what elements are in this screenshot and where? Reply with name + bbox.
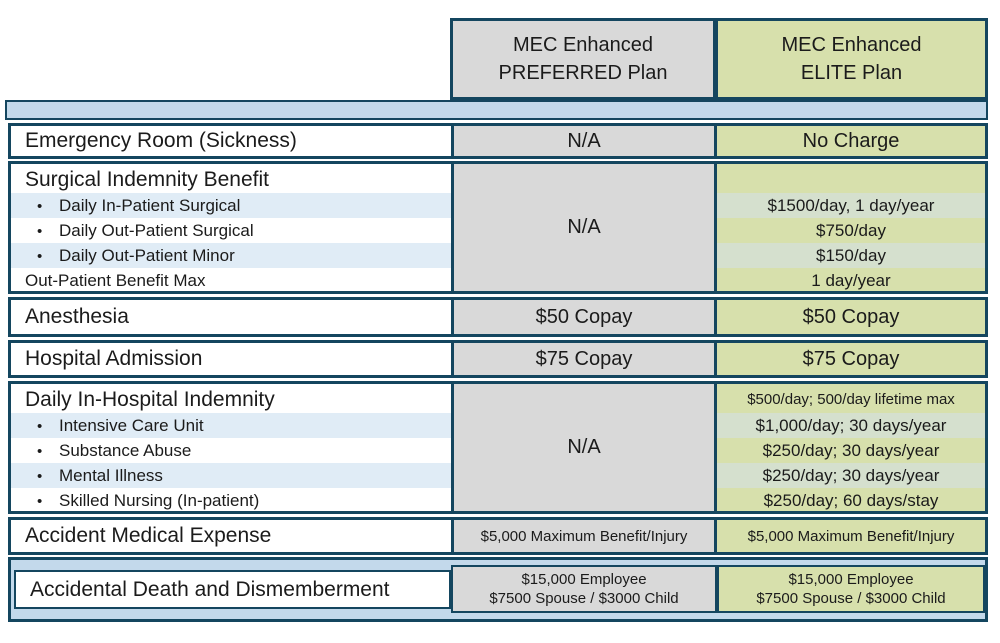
row-in-hospital-indemnity: Daily In-Hospital Indemnity Intensive Ca… [8,381,988,514]
preferred-value: N/A [451,384,717,511]
benefit-label: Accident Medical Expense [25,524,272,547]
benefit-sub-item: Skilled Nursing (In-patient) [11,488,451,513]
benefit-sub-item: Intensive Care Unit [11,413,451,438]
row-accident-medical-expense: Accident Medical Expense $5,000 Maximum … [8,517,988,555]
elite-value: $250/day; 60 days/stay [763,491,939,510]
elite-value: $1,000/day; 30 days/year [717,413,985,438]
elite-value-line2: $7500 Spouse / $3000 Child [756,590,946,607]
benefit-sub-item: Daily In-Patient Surgical [11,193,451,218]
preferred-value: $50 Copay [451,300,717,334]
elite-value-group: $500/day; 500/day lifetime max $1,000/da… [717,384,985,511]
elite-value: $1500/day, 1 day/year [717,193,985,218]
benefit-label-group: Surgical Indemnity Benefit Daily In-Pati… [11,164,451,291]
preferred-value-group: $15,000 Employee $7500 Spouse / $3000 Ch… [451,565,717,613]
elite-plan-name-line2: ELITE Plan [800,62,903,84]
divider-band-top [5,100,988,120]
benefit-sub-item: Daily Out-Patient Surgical [11,218,451,243]
benefit-sub-item: Daily Out-Patient Minor [11,243,451,268]
benefit-label: Anesthesia [25,305,129,328]
benefit-label: Surgical Indemnity Benefit [25,168,269,191]
elite-value: $50 Copay [717,300,985,334]
preferred-value: $5,000 Maximum Benefit/Injury [451,520,717,552]
elite-value: $250/day; 30 days/year [762,441,940,460]
bullet-icon [37,488,59,514]
bullet-icon [37,243,59,269]
column-header-elite-plan: MEC Enhanced ELITE Plan [715,18,988,100]
benefit-sub-item: Out-Patient Benefit Max [25,271,206,290]
elite-value: $75 Copay [717,343,985,375]
row-hospital-admission: Hospital Admission $75 Copay $75 Copay [8,340,988,378]
bullet-icon [37,218,59,244]
benefit-label: Accidental Death and Dismemberment [14,570,451,609]
benefit-label-group: Daily In-Hospital Indemnity Intensive Ca… [11,384,451,511]
elite-value-line1: $15,000 Employee [788,571,914,588]
benefit-label: Daily In-Hospital Indemnity [25,388,275,411]
elite-value: $5,000 Maximum Benefit/Injury [717,520,985,552]
elite-value: $500/day; 500/day lifetime max [747,391,955,408]
elite-value-group: $1500/day, 1 day/year $750/day $150/day … [717,164,985,291]
row-surgical-indemnity: Surgical Indemnity Benefit Daily In-Pati… [8,161,988,294]
benefit-sub-item: Substance Abuse [11,438,451,463]
table-header-row: MEC Enhanced PREFERRED Plan MEC Enhanced… [450,18,988,100]
preferred-value: N/A [451,126,717,156]
preferred-plan-name-line2: PREFERRED Plan [498,62,668,84]
benefit-label: Emergency Room (Sickness) [25,129,297,152]
row-accidental-death-dismemberment: Accidental Death and Dismemberment $15,0… [8,557,988,622]
row-anesthesia: Anesthesia $50 Copay $50 Copay [8,297,988,337]
elite-plan-name-line1: MEC Enhanced [781,34,922,56]
row-emergency-room: Emergency Room (Sickness) N/A No Charge [8,123,988,159]
benefit-label: Hospital Admission [25,347,203,370]
preferred-plan-name-line1: MEC Enhanced [512,34,654,56]
bullet-icon [37,463,59,489]
preferred-value-line2: $7500 Spouse / $3000 Child [489,590,679,607]
spacer [717,166,985,193]
bullet-icon [37,193,59,219]
bullet-icon [37,413,59,439]
column-header-preferred-plan: MEC Enhanced PREFERRED Plan [450,18,716,100]
elite-value: $750/day [816,221,886,240]
benefit-sub-item: Mental Illness [11,463,451,488]
preferred-value-line1: $15,000 Employee [521,571,647,588]
elite-value: $150/day [717,243,985,268]
elite-value: No Charge [717,126,985,156]
elite-value-group: $15,000 Employee $7500 Spouse / $3000 Ch… [717,565,985,613]
elite-value: 1 day/year [811,271,891,290]
preferred-value: $75 Copay [451,343,717,375]
preferred-value: N/A [451,164,717,291]
bullet-icon [37,438,59,464]
elite-value: $250/day; 30 days/year [717,463,985,488]
